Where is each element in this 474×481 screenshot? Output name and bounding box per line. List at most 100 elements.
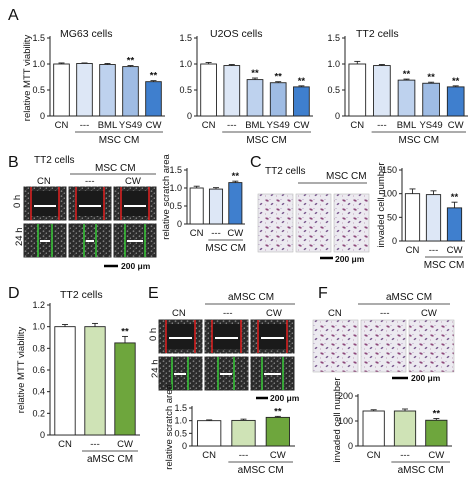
panel-b-scale-label: 200 μm	[121, 261, 151, 271]
bar-e-0	[197, 420, 222, 447]
x-tick-label-a2-4: CW	[293, 120, 309, 131]
panel-f-col-cw: CW	[421, 308, 437, 319]
x-tick-label-a1-3: YS49	[119, 120, 142, 131]
x-tick-label-a2-0: CN	[202, 120, 216, 131]
y-tick-label-a2: 0.5	[179, 85, 192, 95]
panel-c-group-label: MSC CM	[326, 171, 367, 182]
bar-d-0	[54, 326, 76, 436]
panel-e-col-cn: CN	[172, 308, 186, 319]
y-tick-label-a1: 1.0	[32, 59, 45, 69]
chart-a3: 0 0.5 1.0 1.5 TT2 cells CN --- ** BML ** YS49 ** CW M…	[327, 28, 468, 146]
panel-e-group-label: aMSC CM	[228, 292, 274, 303]
significance-a3-3: **	[427, 72, 435, 83]
group-label-a2: MSC CM	[246, 135, 287, 146]
bar-a3-3	[422, 82, 440, 117]
x-tick-label-b-0: CN	[190, 228, 204, 239]
x-tick-label-a3-0: CN	[350, 120, 364, 131]
group-label-e: aMSC CM	[238, 465, 284, 476]
micrograph-c-cw	[333, 193, 370, 253]
y-tick-label-c: 0	[392, 236, 397, 246]
bar-a1-0	[53, 63, 70, 117]
group-label-b: MSC CM	[205, 243, 246, 254]
chart-title-a3: TT2 cells	[356, 28, 399, 40]
panel-e-row-0h: 0 h	[148, 328, 159, 341]
y-tick-label-d: 0	[40, 430, 45, 440]
y-axis-label-a1: relative MTT viability	[22, 35, 33, 122]
micrograph-c-cn	[257, 193, 294, 253]
significance-a1-4: **	[150, 71, 158, 82]
bar-c-2	[446, 207, 463, 242]
x-tick-label-a3-1: ---	[377, 120, 387, 131]
panel-e-col-dash: ---	[223, 308, 233, 319]
x-tick-label-a2-1: ---	[227, 120, 237, 131]
y-tick-label-d: 0.6	[32, 365, 45, 375]
x-tick-label-c-2: CW	[447, 245, 463, 256]
y-tick-label-b: 0.5	[169, 201, 182, 211]
group-label-a1: MSC CM	[99, 135, 140, 146]
x-tick-label-a1-0: CN	[55, 120, 69, 131]
y-axis-label-f: invaded cell number	[332, 377, 343, 462]
bar-d-1	[84, 326, 106, 436]
bar-c-0	[404, 193, 421, 242]
panel-f-scale-label: 200 μm	[411, 373, 441, 383]
x-tick-label-e-0: CN	[202, 450, 216, 461]
panel-f-col-dash: ---	[380, 308, 390, 319]
significance-a2-2: **	[251, 68, 259, 79]
panel-b-row-24h: 24 h	[14, 228, 25, 247]
significance-a2-3: **	[274, 72, 282, 83]
significance-a3-2: **	[403, 69, 411, 80]
significance-b-2: **	[232, 171, 240, 182]
bar-f-1	[393, 410, 417, 447]
x-tick-label-a2-2: BML	[245, 120, 265, 131]
y-tick-label-a3: 1.5	[327, 33, 340, 43]
bar-d-2	[114, 342, 136, 436]
significance-d-2: **	[121, 326, 129, 337]
bar-a2-1	[223, 65, 241, 117]
chart-title-a1: MG63 cells	[60, 28, 113, 40]
bar-a2-2	[246, 79, 264, 117]
panel-b-col-cn: CN	[37, 176, 51, 187]
bar-a1-2	[99, 64, 116, 117]
y-tick-label-a2: 0	[187, 111, 192, 121]
x-tick-label-b-2: CW	[227, 228, 243, 239]
panel-b-micrographs: TT2 cells MSC CM CN --- CW 0 h 24 h	[12, 155, 158, 271]
panel-label-b: B	[8, 154, 19, 171]
panel-b-cell-label: TT2 cells	[34, 155, 75, 166]
y-tick-label-d: 0.4	[32, 387, 45, 397]
significance-a1-3: **	[127, 56, 135, 67]
y-axis-label-c: invaded cell number	[376, 162, 387, 247]
bar-charts: 0 0.5 1.0 1.5 MG63 cells relative MTT viabili…	[16, 28, 468, 476]
panel-c-cell-label: TT2 cells	[265, 166, 306, 177]
bar-b-0	[189, 187, 204, 225]
bar-e-1	[231, 419, 256, 447]
x-tick-label-e-1: ---	[239, 450, 249, 461]
group-label-c: MSC CM	[424, 260, 465, 271]
y-tick-label-f: 200	[338, 391, 353, 401]
x-tick-label-d-0: CN	[58, 439, 72, 450]
y-tick-label-e: 1.0	[174, 416, 187, 426]
chart-a2: 0 0.5 1.0 1.5 U2OS cells CN --- ** BML ** YS49 ** CW…	[179, 28, 313, 146]
y-tick-label-d: 1.0	[32, 322, 45, 332]
bar-e-2	[265, 416, 290, 447]
group-label-a3: MSC CM	[399, 135, 440, 146]
y-tick-label-e: 0	[182, 441, 187, 451]
panel-b-col-dash: ---	[85, 176, 95, 187]
panel-label-d: D	[8, 285, 20, 302]
y-tick-label-c: 150	[382, 165, 397, 175]
bar-a2-0	[200, 63, 217, 117]
y-tick-label-a1: 0.5	[32, 85, 45, 95]
x-tick-label-f-1: ---	[400, 450, 410, 461]
bar-c-1	[425, 194, 442, 242]
y-tick-label-d: 0.2	[32, 408, 45, 418]
y-tick-label-b: 1.5	[169, 165, 182, 175]
y-tick-label-a3: 0	[335, 111, 340, 121]
x-tick-label-a3-2: BML	[397, 120, 417, 131]
significance-c-2: **	[451, 192, 459, 203]
y-tick-label-b: 0	[177, 219, 182, 229]
x-tick-label-a1-1: ---	[80, 120, 90, 131]
x-tick-label-d-1: ---	[90, 439, 100, 450]
y-axis-label-e: relative scratch area	[164, 384, 175, 470]
panel-b-group-label: MSC CM	[95, 163, 136, 174]
panel-f-group-label: aMSC CM	[386, 292, 432, 303]
